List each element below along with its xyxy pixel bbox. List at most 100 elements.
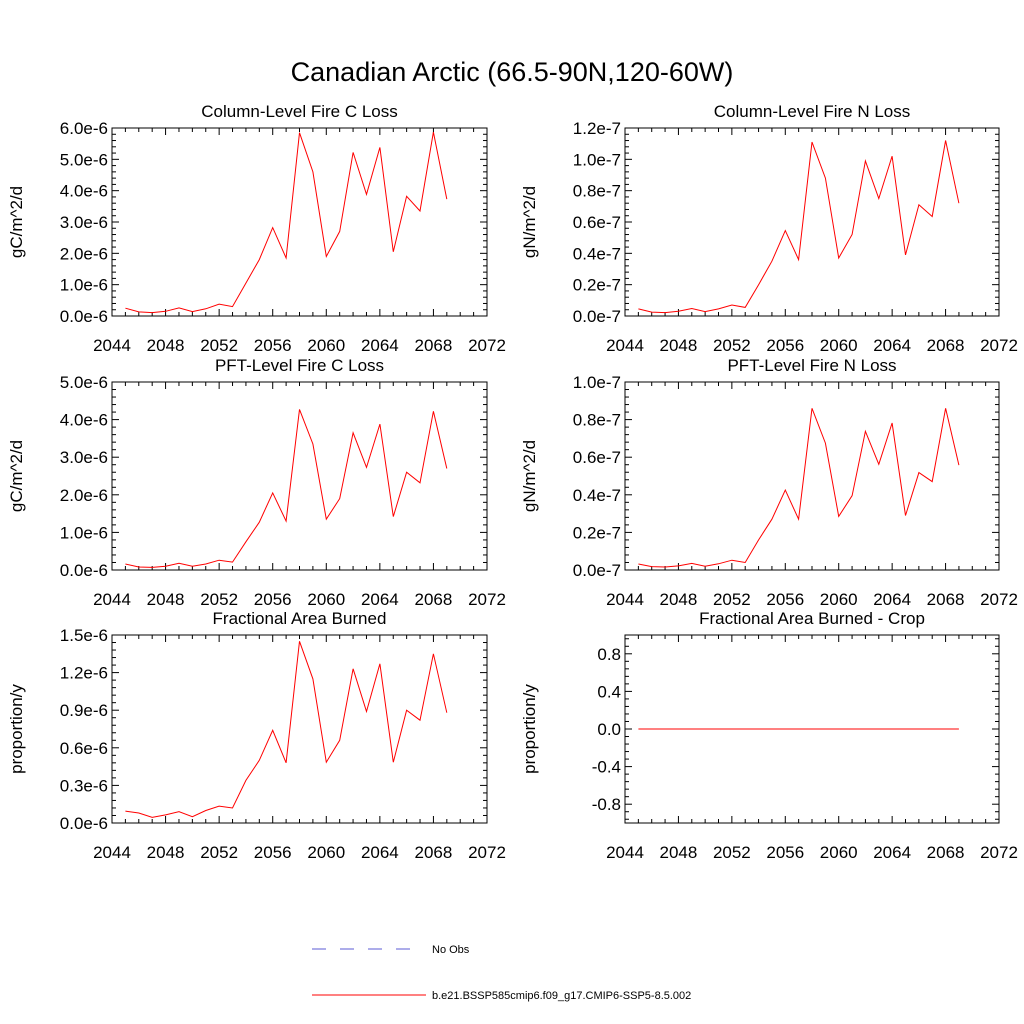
x-tick-label: 2052: [200, 336, 238, 355]
x-tick-label: 2072: [468, 590, 506, 609]
y-tick-label: 0.8e-7: [573, 411, 621, 430]
x-tick-label: 2068: [927, 336, 965, 355]
x-tick-label: 2060: [820, 590, 858, 609]
y-tick-label: 4.0e-6: [60, 411, 108, 430]
page-title: Canadian Arctic (66.5-90N,120-60W): [291, 57, 734, 87]
plot-frame: [111, 634, 488, 824]
chart-panel-4: PFT-Level Fire N Loss gN/m^2/d 2044 2048 205…: [520, 356, 1018, 609]
x-tick-label: 2068: [415, 590, 453, 609]
legend-label-model: b.e21.BSSP585cmip6.f09_g17.CMIP6-SSP5-8.…: [432, 990, 691, 1002]
chart-title: Column-Level Fire N Loss: [714, 102, 911, 121]
y-tick-label: 0.8e-7: [573, 182, 621, 201]
x-tick-label: 2072: [468, 336, 506, 355]
chart-panel-1: Column-Level Fire C Loss gC/m^2/d 2044 2048…: [7, 102, 506, 355]
chart-panels: Column-Level Fire C Loss gC/m^2/d 2044 2048…: [7, 102, 1018, 862]
y-tick-label: 1.0e-6: [60, 523, 108, 542]
x-tick-label: 2060: [820, 336, 858, 355]
series-line: [125, 409, 448, 568]
x-tick-label: 2056: [766, 843, 804, 862]
y-tick-label: 0.6e-7: [573, 213, 621, 232]
y-tick-label: 5.0e-6: [60, 150, 108, 169]
series-line: [125, 132, 448, 314]
chart-panel-2: Column-Level Fire N Loss gN/m^2/d 2044 2048…: [520, 102, 1018, 355]
y-tick-label: 2.0e-6: [60, 486, 108, 505]
y-axis-label: gC/m^2/d: [7, 186, 26, 258]
y-axis-label: gC/m^2/d: [7, 440, 26, 512]
x-tick-label: 2072: [980, 843, 1018, 862]
x-tick-label: 2072: [980, 590, 1018, 609]
y-tick-label: 0.4e-7: [573, 486, 621, 505]
y-tick-label: 0.6e-6: [60, 739, 108, 758]
y-tick-label: 0.0: [597, 720, 621, 739]
x-tick-label: 2052: [200, 843, 238, 862]
x-tick-label: 2064: [873, 590, 911, 609]
x-tick-label: 2068: [927, 843, 965, 862]
y-tick-label: 0.4e-7: [573, 244, 621, 263]
y-tick-label: 1.0e-7: [573, 373, 621, 392]
x-tick-label: 2056: [766, 336, 804, 355]
x-tick-label: 2056: [254, 590, 292, 609]
y-tick-label: 1.2e-6: [60, 664, 108, 683]
x-tick-label: 2048: [660, 590, 698, 609]
y-tick-label: 0.6e-7: [573, 448, 621, 467]
y-tick-label: -0.4: [592, 758, 621, 777]
plot-frame: [111, 127, 488, 317]
y-tick-label: 5.0e-6: [60, 373, 108, 392]
y-tick-label: 1.0e-7: [573, 150, 621, 169]
chart-title: PFT-Level Fire C Loss: [215, 356, 384, 375]
chart-title: Fractional Area Burned - Crop: [699, 609, 925, 628]
y-tick-label: 0.0e-7: [573, 561, 621, 580]
y-tick-label: 1.5e-6: [60, 626, 108, 645]
chart-panel-3: PFT-Level Fire C Loss gC/m^2/d 2044 2048 205…: [7, 356, 506, 609]
x-tick-label: 2068: [415, 843, 453, 862]
x-tick-label: 2052: [713, 843, 751, 862]
y-axis-label: gN/m^2/d: [520, 440, 539, 512]
chart-panel-6: Fractional Area Burned - Crop proportion/…: [520, 609, 1018, 862]
x-tick-label: 2048: [147, 336, 185, 355]
x-tick-label: 2064: [361, 843, 399, 862]
x-tick-label: 2072: [468, 843, 506, 862]
x-tick-label: 2048: [660, 843, 698, 862]
chart-title: PFT-Level Fire N Loss: [727, 356, 896, 375]
y-tick-label: 3.0e-6: [60, 448, 108, 467]
x-tick-label: 2064: [873, 336, 911, 355]
x-tick-label: 2044: [606, 843, 644, 862]
y-tick-label: 0.3e-6: [60, 776, 108, 795]
x-tick-label: 2048: [660, 336, 698, 355]
chart-panel-5: Fractional Area Burned proportion/y 2044 20…: [7, 609, 506, 862]
y-tick-label: 0.0e-6: [60, 814, 108, 833]
x-tick-label: 2052: [200, 590, 238, 609]
chart-title: Column-Level Fire C Loss: [201, 102, 398, 121]
x-tick-label: 2072: [980, 336, 1018, 355]
legend: No Obs b.e21.BSSP585cmip6.f09_g17.CMIP6-…: [312, 944, 691, 1002]
series-line: [638, 140, 960, 314]
y-tick-label: 0.0e-6: [60, 561, 108, 580]
x-tick-label: 2044: [93, 590, 131, 609]
x-tick-label: 2044: [93, 336, 131, 355]
y-axis-label: gN/m^2/d: [520, 186, 539, 258]
y-tick-label: 0.9e-6: [60, 701, 108, 720]
series-line: [638, 408, 960, 568]
x-tick-label: 2052: [713, 590, 751, 609]
x-tick-label: 2056: [254, 843, 292, 862]
y-tick-label: 2.0e-6: [60, 244, 108, 263]
x-tick-label: 2068: [415, 336, 453, 355]
x-tick-label: 2044: [606, 336, 644, 355]
y-tick-label: -0.8: [592, 795, 621, 814]
x-tick-label: 2060: [307, 336, 345, 355]
x-tick-label: 2056: [766, 590, 804, 609]
x-tick-label: 2060: [307, 843, 345, 862]
x-tick-label: 2064: [361, 336, 399, 355]
x-tick-label: 2044: [606, 590, 644, 609]
legend-label-no-obs: No Obs: [432, 944, 470, 956]
y-tick-label: 0.2e-7: [573, 523, 621, 542]
y-tick-label: 6.0e-6: [60, 119, 108, 138]
y-tick-label: 0.2e-7: [573, 276, 621, 295]
y-tick-label: 1.2e-7: [573, 119, 621, 138]
x-tick-label: 2044: [93, 843, 131, 862]
y-axis-label: proportion/y: [7, 684, 26, 774]
y-axis-label: proportion/y: [520, 684, 539, 774]
x-tick-label: 2052: [713, 336, 751, 355]
x-tick-label: 2064: [361, 590, 399, 609]
